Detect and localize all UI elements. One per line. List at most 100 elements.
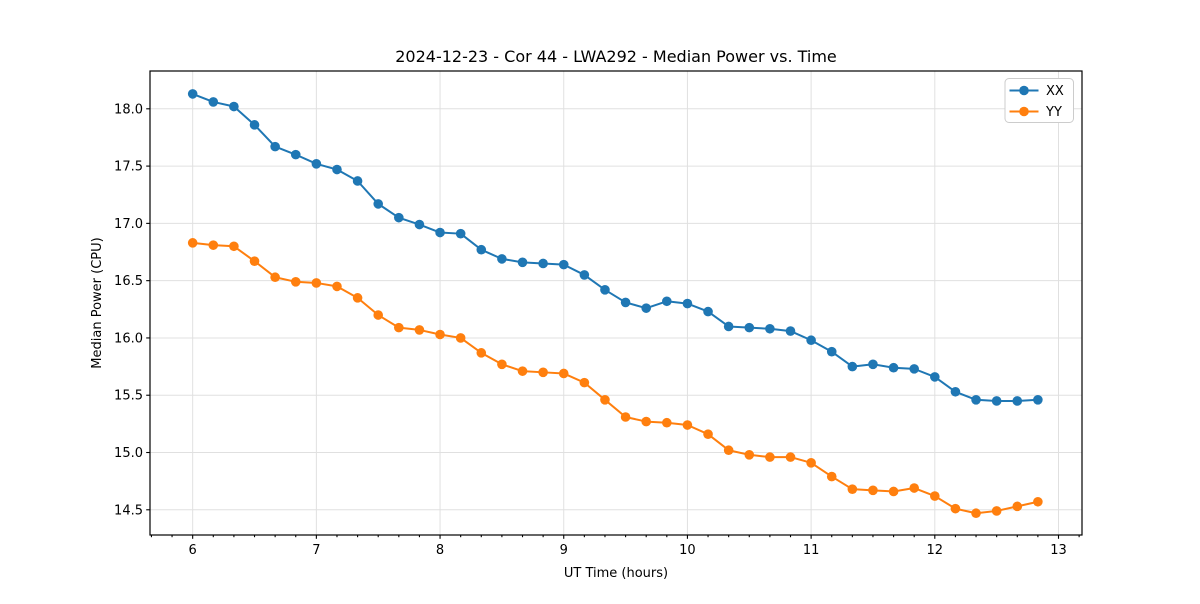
y-tick-label: 15.5 xyxy=(114,389,143,404)
y-tick-label: 14.5 xyxy=(114,503,143,518)
data-point-XX xyxy=(950,386,961,397)
data-point-XX xyxy=(641,303,652,313)
x-axis-label: UT Time (hours) xyxy=(564,566,668,581)
data-point-YY xyxy=(785,452,796,462)
data-point-YY xyxy=(765,452,775,462)
data-point-YY xyxy=(332,281,342,292)
y-axis-label: Median Power (CPU) xyxy=(90,237,105,368)
data-point-YY xyxy=(455,333,466,343)
data-point-XX xyxy=(229,101,239,112)
data-point-XX xyxy=(620,297,631,308)
legend-marker-XX xyxy=(1019,85,1029,96)
y-tick-label: 15.0 xyxy=(114,446,143,461)
data-point-XX xyxy=(682,298,693,309)
data-point-YY xyxy=(971,508,981,519)
data-point-XX xyxy=(888,362,899,373)
data-point-XX xyxy=(930,372,940,382)
data-point-YY xyxy=(373,310,384,320)
legend-label-YY: YY xyxy=(1045,105,1062,120)
data-point-YY xyxy=(435,329,445,340)
data-point-XX xyxy=(435,227,445,238)
y-tick-label: 17.0 xyxy=(114,217,143,232)
data-point-XX xyxy=(744,322,755,333)
data-point-YY xyxy=(600,395,610,405)
data-point-XX xyxy=(394,212,404,223)
data-point-YY xyxy=(868,485,878,496)
data-point-YY xyxy=(208,240,219,250)
y-tick-label: 18.0 xyxy=(114,102,143,117)
data-point-XX xyxy=(249,120,260,130)
data-point-XX xyxy=(703,306,713,317)
data-point-XX xyxy=(414,219,425,230)
y-tick-label: 16.5 xyxy=(114,274,143,289)
data-point-YY xyxy=(826,471,837,482)
data-point-XX xyxy=(373,199,384,209)
series-layer xyxy=(187,89,1043,519)
data-point-YY xyxy=(991,506,1002,516)
data-point-YY xyxy=(558,368,569,379)
x-tick-label: 9 xyxy=(560,543,568,558)
data-point-YY xyxy=(806,458,816,468)
data-point-XX xyxy=(868,359,878,370)
data-point-XX xyxy=(662,296,672,307)
data-point-YY xyxy=(476,348,487,358)
chart-title: 2024-12-23 - Cor 44 - LWA292 - Median Po… xyxy=(395,47,837,66)
data-point-XX xyxy=(476,244,487,255)
data-point-YY xyxy=(270,272,280,283)
data-point-YY xyxy=(888,486,899,497)
data-point-YY xyxy=(1012,501,1023,512)
data-point-YY xyxy=(950,503,961,514)
data-point-YY xyxy=(930,491,940,501)
data-point-XX xyxy=(765,323,775,334)
data-point-YY xyxy=(311,278,322,288)
data-point-YY xyxy=(703,429,713,439)
data-point-YY xyxy=(538,367,548,378)
data-point-YY xyxy=(641,416,652,427)
axes-layer xyxy=(146,70,1083,539)
data-point-XX xyxy=(208,97,219,107)
data-point-XX xyxy=(538,258,548,269)
data-point-XX xyxy=(497,254,507,264)
data-point-YY xyxy=(229,241,239,252)
data-point-XX xyxy=(1033,395,1043,405)
data-point-YY xyxy=(517,366,528,376)
y-tick-label: 16.0 xyxy=(114,331,143,346)
data-point-YY xyxy=(620,412,631,422)
legend-label-XX: XX xyxy=(1046,84,1064,99)
data-point-YY xyxy=(744,450,755,460)
series-line-XX xyxy=(192,92,1038,402)
data-point-YY xyxy=(579,377,590,388)
data-point-XX xyxy=(847,361,858,372)
data-point-YY xyxy=(414,325,425,335)
data-point-YY xyxy=(682,420,693,430)
data-point-YY xyxy=(662,417,672,428)
data-point-XX xyxy=(290,149,301,160)
legend-marker-YY xyxy=(1019,106,1029,117)
data-point-XX xyxy=(558,259,569,270)
x-tick-label: 6 xyxy=(189,543,197,558)
data-point-XX xyxy=(311,159,322,169)
data-point-XX xyxy=(455,228,466,239)
data-point-XX xyxy=(785,326,796,336)
data-point-XX xyxy=(579,270,590,280)
data-point-XX xyxy=(826,346,837,357)
x-tick-label: 13 xyxy=(1050,543,1067,558)
data-point-XX xyxy=(332,164,342,175)
data-point-YY xyxy=(187,238,198,248)
data-point-XX xyxy=(971,395,981,405)
tick-label-layer: 6 7 8 9 10 11 12 13 14.5 15.0 15.5 16.0 16.5 17.0 17.5… xyxy=(114,102,1067,558)
data-point-YY xyxy=(394,322,404,333)
data-point-YY xyxy=(352,293,363,303)
data-point-XX xyxy=(270,141,280,152)
data-point-XX xyxy=(991,396,1002,406)
x-tick-label: 12 xyxy=(927,543,944,558)
data-point-YY xyxy=(723,445,734,456)
x-tick-label: 8 xyxy=(436,543,444,558)
data-point-XX xyxy=(352,176,363,186)
data-point-XX xyxy=(600,285,610,295)
x-tick-label: 10 xyxy=(679,543,696,558)
data-point-YY xyxy=(909,483,919,493)
data-point-YY xyxy=(290,277,301,287)
